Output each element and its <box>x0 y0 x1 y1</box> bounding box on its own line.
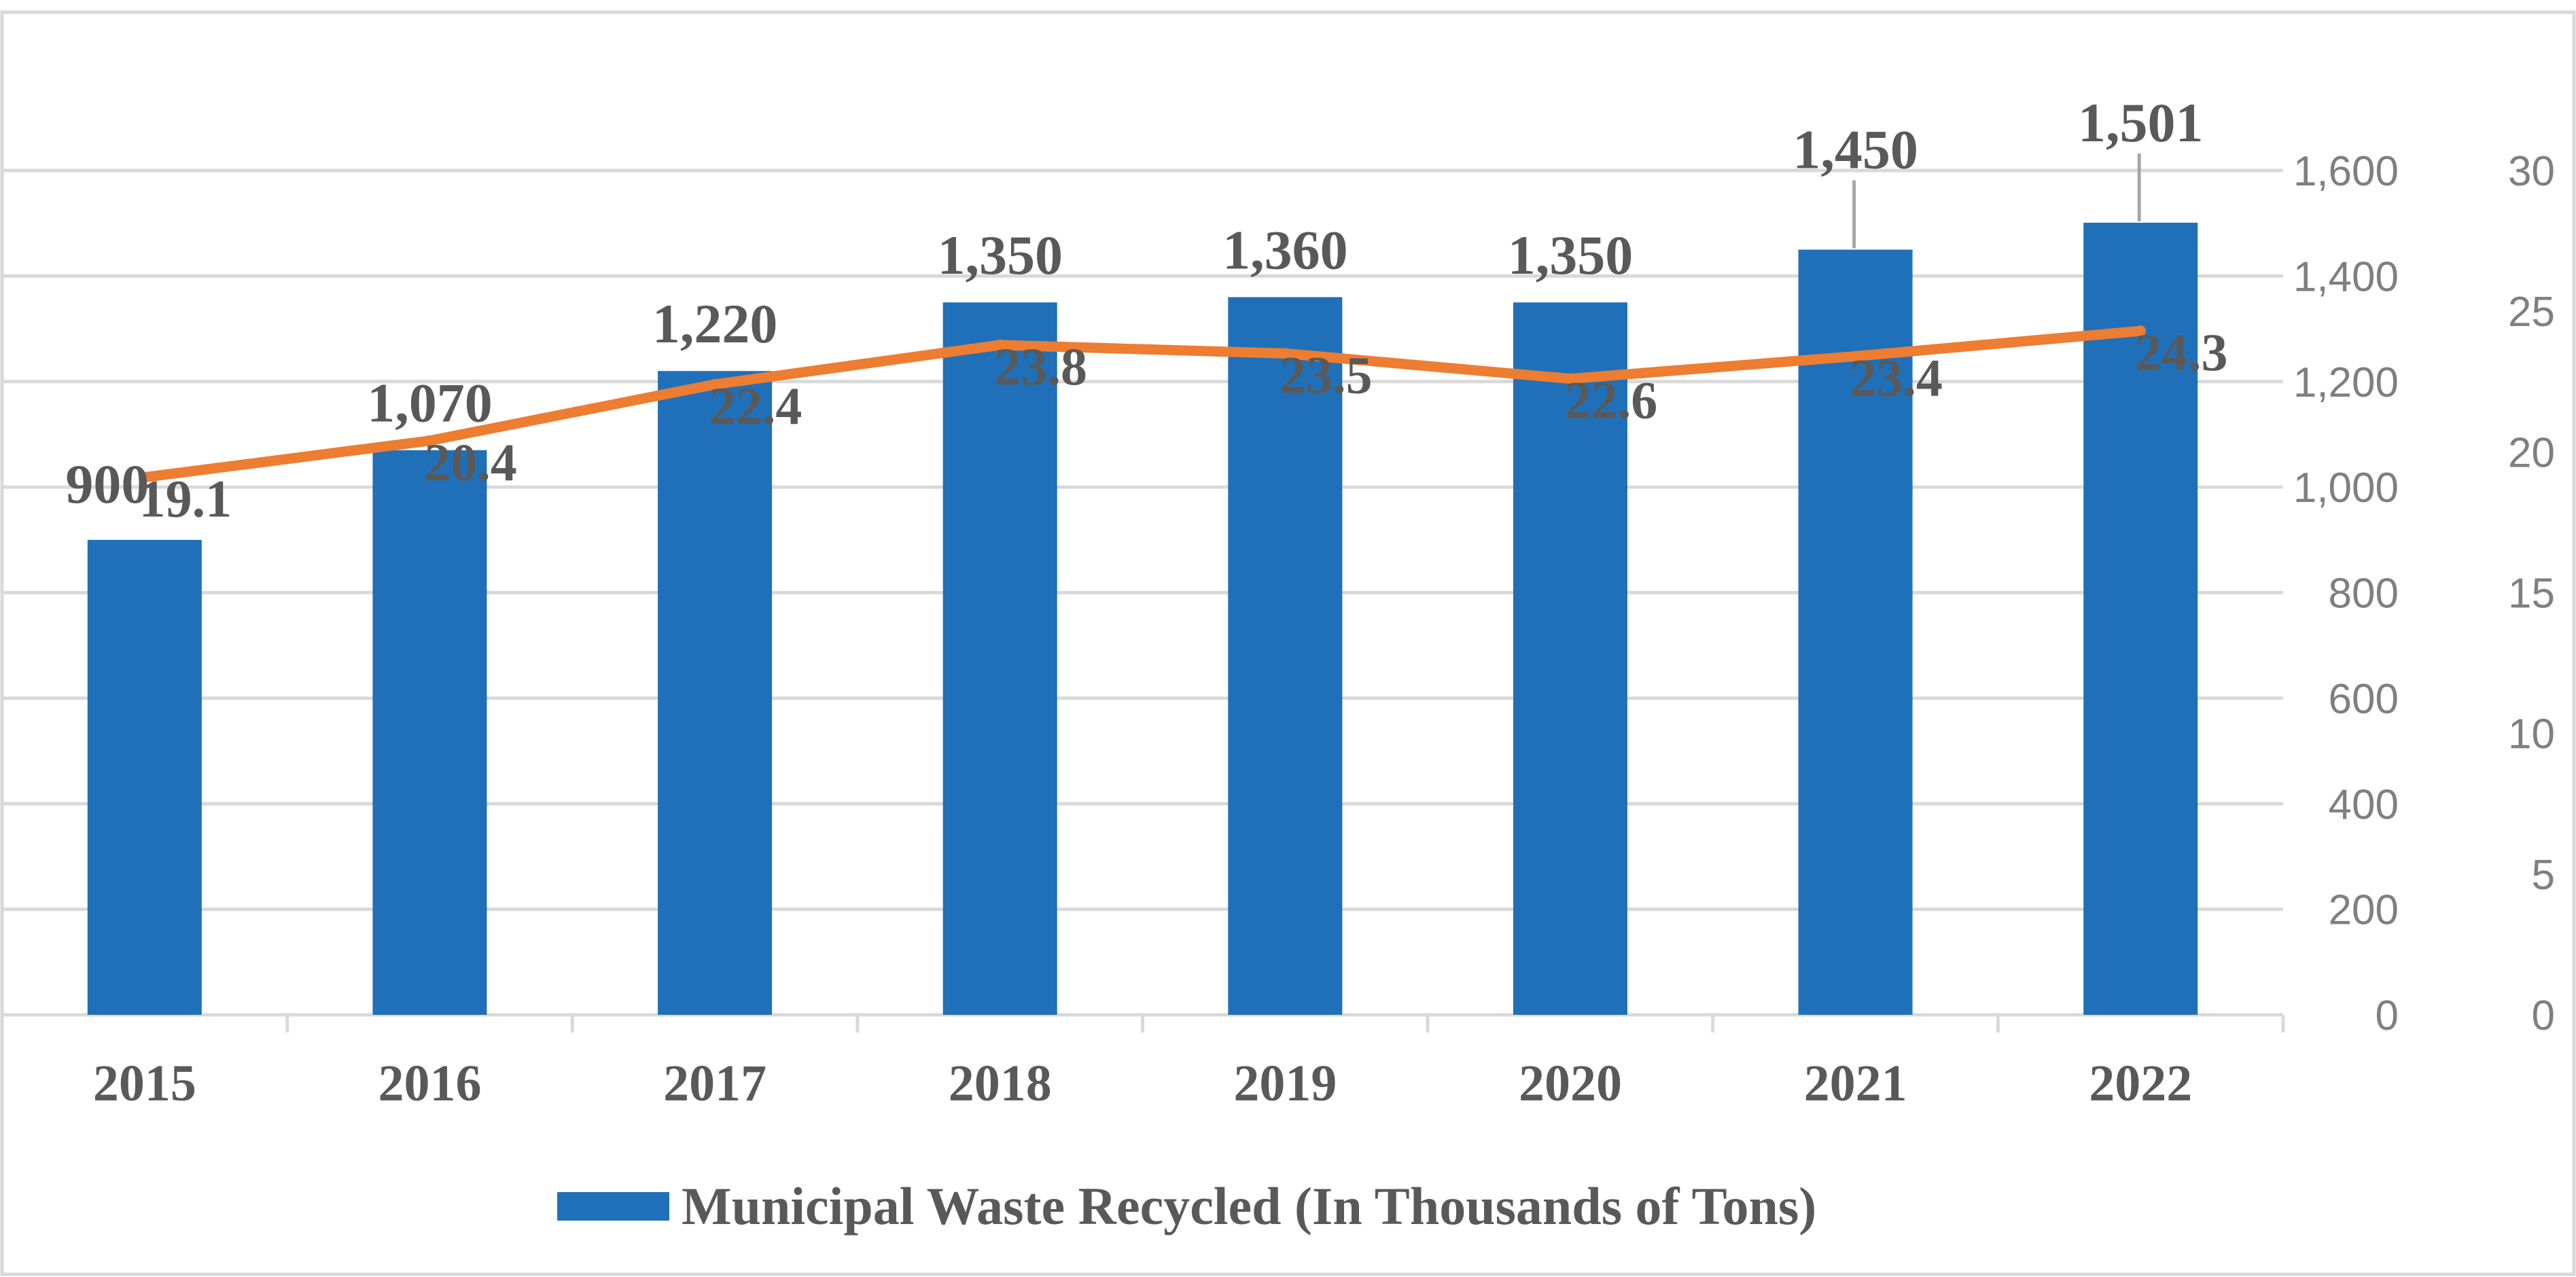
line-data-label: 23.4 <box>1850 348 1943 407</box>
legend-label-waste: Municipal Waste Recycled (In Thousands o… <box>682 1176 1816 1236</box>
bar <box>372 450 487 1015</box>
bar <box>87 539 202 1015</box>
line-data-label: 24.3 <box>2135 323 2228 382</box>
data-labels: 900 1,070 1,220 1,350 1,360 1,350 1,450 1,501 19… <box>65 92 2227 528</box>
line-series <box>139 325 2147 483</box>
y-right-tick-label: 20 <box>2508 429 2555 476</box>
bar-data-label: 1,220 <box>652 293 778 355</box>
line-point <box>1280 348 1291 359</box>
line-point <box>2135 325 2147 337</box>
y-left-tick-label: 200 <box>2329 887 2399 934</box>
y-right-tick-label: 25 <box>2508 289 2555 336</box>
y-right-tick-label: 30 <box>2508 148 2555 195</box>
bar <box>1798 249 1913 1015</box>
bar-data-label: 1,070 <box>367 372 493 434</box>
bar <box>1228 297 1343 1015</box>
bar <box>942 302 1057 1015</box>
x-tick-label: 2019 <box>1233 1055 1337 1112</box>
bar-data-label: 1,450 <box>1793 119 1918 181</box>
x-tick-label: 2018 <box>949 1055 1052 1112</box>
x-tick-label: 2022 <box>2089 1055 2192 1112</box>
line-data-label: 20.4 <box>424 433 517 492</box>
line-series-path <box>139 325 2146 483</box>
line-data-label: 22.6 <box>1565 371 1658 430</box>
y-right-tick-label: 15 <box>2508 571 2555 617</box>
bar-data-label: 1,360 <box>1222 219 1348 281</box>
line-point <box>709 378 721 390</box>
y-left-tick-label: 1,200 <box>2293 359 2399 406</box>
y-left-tick-label: 0 <box>2376 992 2399 1039</box>
y-right-tick-label: 5 <box>2532 852 2555 899</box>
line-data-label: 23.5 <box>1280 345 1373 404</box>
y-left-tick-label: 1,000 <box>2293 465 2399 511</box>
y-right-tick-label: 10 <box>2508 711 2555 758</box>
y-left-tick-label: 600 <box>2329 676 2399 723</box>
y-left-tick-label: 1,400 <box>2293 253 2399 300</box>
legend: Municipal Waste Recycled (In Thousands o… <box>557 1176 1816 1236</box>
line-point <box>1850 350 1861 362</box>
bar <box>658 371 773 1015</box>
line-point <box>139 471 150 483</box>
line-data-label: 22.4 <box>709 376 802 435</box>
bar-data-label: 1,350 <box>1508 224 1634 286</box>
y-left-tick-label: 400 <box>2329 781 2399 828</box>
bar-series <box>87 222 2198 1015</box>
x-tick-label: 2017 <box>663 1055 766 1112</box>
x-tick-label: 2020 <box>1519 1055 1622 1112</box>
line-data-label: 19.1 <box>139 469 232 528</box>
line-data-label: 23.8 <box>994 337 1087 396</box>
bar-data-label: 1,501 <box>2078 92 2204 154</box>
y-left-tick-label: 1,600 <box>2293 148 2399 195</box>
bar <box>1513 302 1627 1015</box>
bar-data-label: 1,350 <box>937 224 1063 286</box>
x-tick-label: 2021 <box>1804 1055 1907 1112</box>
bar <box>2083 222 2198 1015</box>
x-tick-label: 2015 <box>93 1055 196 1112</box>
legend-swatch-waste <box>557 1192 669 1221</box>
line-point <box>424 435 436 446</box>
line-point <box>1564 373 1576 384</box>
line-point <box>994 339 1006 350</box>
y-right-tick-label: 0 <box>2532 992 2555 1039</box>
bar-data-label: 900 <box>65 453 149 515</box>
x-tick-label: 2016 <box>378 1055 481 1112</box>
y-left-tick-label: 800 <box>2329 571 2399 617</box>
